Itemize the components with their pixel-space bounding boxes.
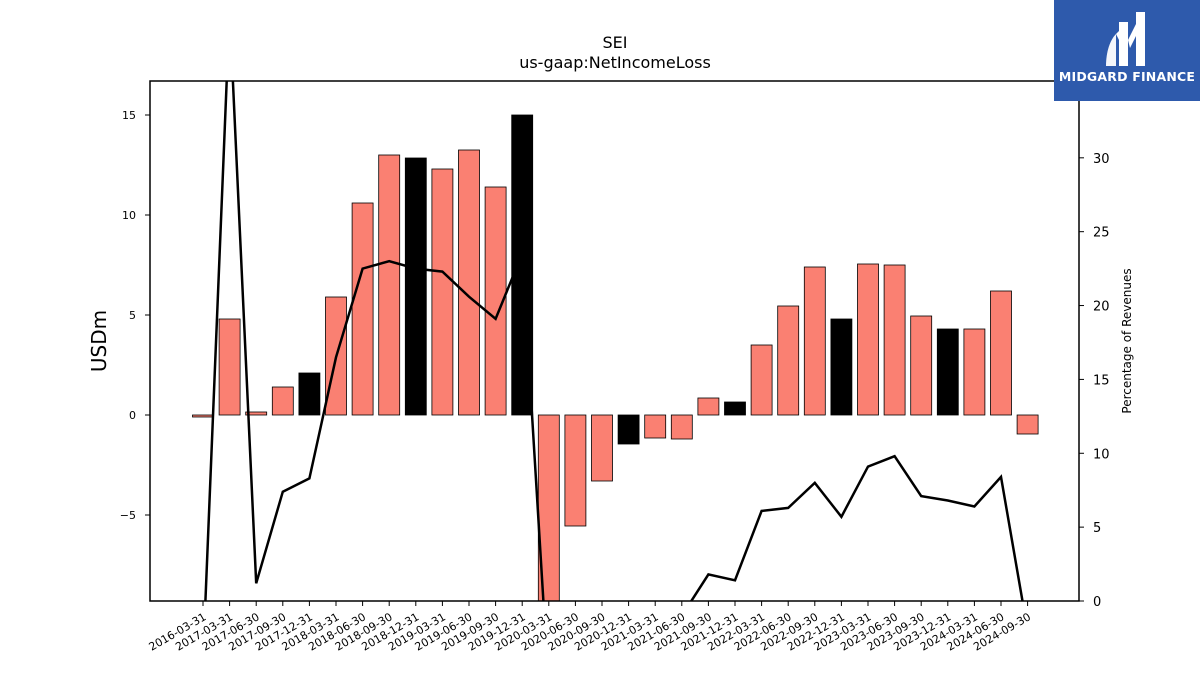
y-tick-label: 5 (129, 309, 136, 322)
bar-series (192, 114, 1039, 601)
bar-2022-06-30 (777, 305, 800, 416)
bar-2019-09-30 (484, 186, 507, 416)
y2-axis-label: Percentage of Revenues (1120, 268, 1134, 413)
bar-2021-03-31 (644, 414, 667, 439)
y-tick-label: 10 (122, 209, 136, 222)
bar-2023-12-31 (936, 328, 959, 416)
bar-2023-03-31 (857, 263, 879, 416)
y-axis-right: 05101520253035 (1079, 78, 1110, 610)
bar-2016-03-31 (192, 414, 214, 418)
bar-2024-09-30 (1016, 414, 1039, 435)
y-tick-label: −5 (120, 509, 136, 522)
bar-2023-09-30 (910, 315, 933, 416)
bar-2020-06-30 (564, 414, 587, 527)
brand-logo: MIDGARD FINANCE (1054, 0, 1200, 101)
y2-tick-label: 30 (1093, 152, 1110, 167)
line-series (204, 81, 1024, 601)
bar-2022-09-30 (803, 266, 826, 416)
x-axis: 2016-03-312017-03-312017-06-302017-09-30… (147, 601, 1033, 654)
bar-2023-06-30 (883, 264, 906, 416)
bar-2024-03-31 (963, 328, 986, 416)
bar-2024-06-30 (990, 290, 1012, 416)
bar-2022-03-31 (750, 344, 773, 416)
plot-frame (149, 80, 1080, 602)
bar-2017-06-30 (245, 411, 268, 416)
bar-2018-12-31 (404, 157, 427, 416)
percentage-line (204, 81, 1024, 601)
bar-2017-03-31 (218, 318, 241, 416)
bar-2019-03-31 (431, 168, 454, 416)
y2-tick-label: 20 (1093, 300, 1110, 315)
bar-2017-09-30 (271, 386, 294, 416)
y-tick-label: 15 (122, 109, 136, 122)
bar-2021-09-30 (697, 397, 720, 416)
bar-2020-09-30 (591, 414, 613, 482)
y2-tick-label: 15 (1093, 373, 1110, 388)
chart-title: SEI (603, 33, 628, 52)
y-axis-label: USDm (87, 310, 111, 372)
bar-2019-06-30 (458, 149, 480, 416)
bar-2021-12-31 (724, 401, 746, 416)
bar-2018-09-30 (378, 154, 401, 416)
bar-2021-06-30 (670, 414, 693, 440)
logo-mark-icon (1106, 12, 1145, 66)
bar-2020-12-31 (617, 414, 640, 445)
y-tick-label: 0 (129, 409, 136, 422)
logo-text: MIDGARD FINANCE (1058, 69, 1196, 84)
y2-tick-label: 5 (1093, 521, 1101, 536)
bar-2017-12-31 (298, 372, 321, 416)
y2-tick-label: 25 (1093, 226, 1110, 241)
y2-tick-label: 10 (1093, 447, 1110, 462)
bar-2018-06-30 (351, 202, 374, 416)
y2-tick-label: 0 (1093, 595, 1101, 610)
y-axis-left: −5 0 5 10 15 (120, 109, 150, 522)
chart-subtitle: us-gaap:NetIncomeLoss (519, 53, 711, 72)
bar-2022-12-31 (830, 318, 853, 416)
